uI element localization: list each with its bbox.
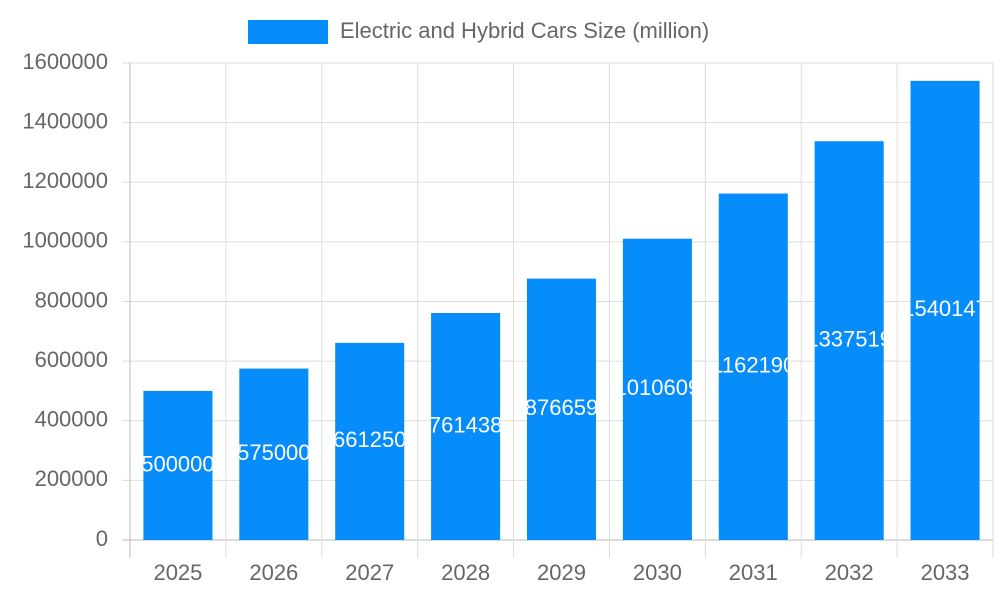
y-tick-label: 1400000: [22, 108, 108, 133]
bar: [239, 368, 309, 540]
x-tick-label: 2031: [729, 560, 778, 585]
bar: [622, 238, 692, 540]
bar: [143, 390, 213, 540]
bar-value-label: 661250: [333, 427, 406, 452]
y-tick-label: 600000: [35, 347, 108, 372]
y-tick-label: 800000: [35, 287, 108, 312]
bar-value-label: 1337519: [806, 326, 892, 351]
bar: [335, 342, 405, 540]
bar: [526, 278, 597, 540]
y-tick-label: 1600000: [22, 49, 108, 74]
x-tick-label: 2025: [153, 560, 202, 585]
bar-value-label: 876659: [525, 395, 598, 420]
bar: [431, 312, 501, 540]
x-tick-label: 2028: [441, 560, 490, 585]
y-tick-label: 400000: [35, 407, 108, 432]
legend-swatch: [248, 20, 328, 44]
y-tick-label: 1000000: [22, 228, 108, 253]
bar: [910, 80, 980, 540]
legend-label: Electric and Hybrid Cars Size (million): [340, 18, 709, 43]
bar: [814, 141, 884, 541]
y-tick-label: 200000: [35, 466, 108, 491]
bar-value-label: 1162190: [711, 353, 795, 378]
bar: [718, 193, 788, 541]
x-tick-label: 2029: [537, 560, 586, 585]
x-tick-label: 2032: [825, 560, 874, 585]
y-tick-label: 1200000: [22, 168, 108, 193]
x-tick-label: 2033: [921, 560, 970, 585]
bar-value-label: 1010609: [615, 375, 701, 400]
bar-value-label: 1540147: [902, 296, 988, 321]
x-tick-label: 2026: [249, 560, 298, 585]
y-tick-label: 0: [96, 526, 108, 551]
bar-value-label: 575000: [237, 440, 310, 465]
bar-value-label: 761438: [429, 412, 502, 437]
bar-value-label: 500000: [141, 451, 214, 476]
x-tick-label: 2030: [633, 560, 682, 585]
x-tick-label: 2027: [345, 560, 394, 585]
